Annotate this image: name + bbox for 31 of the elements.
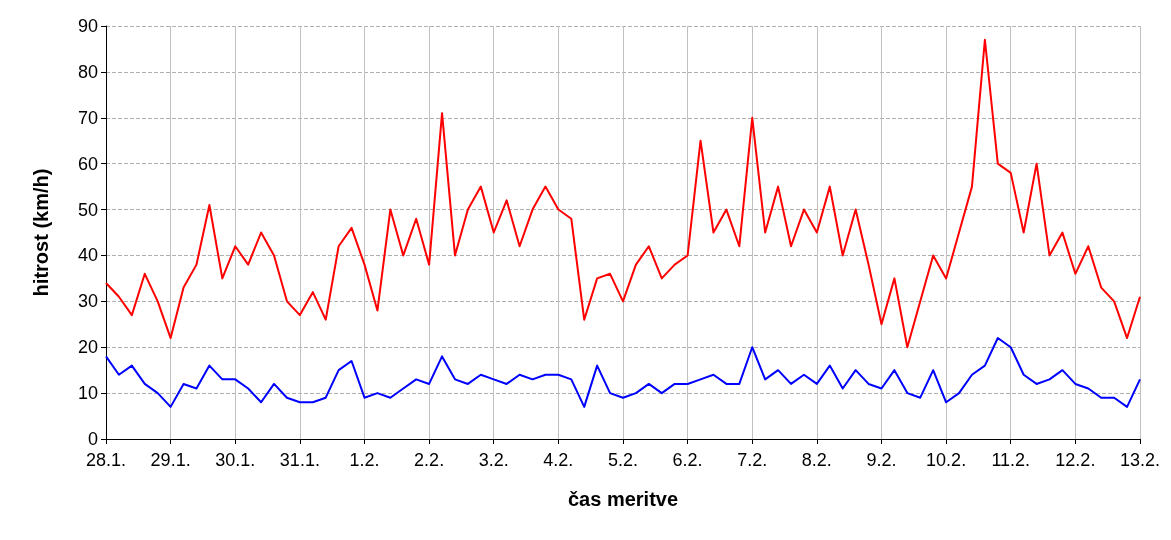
x-tick-label: 9.2. xyxy=(866,450,897,470)
y-axis-title: hitrost (km/h) xyxy=(30,168,52,297)
x-tick-label: 1.2. xyxy=(349,450,380,470)
x-tick-label: 29.1. xyxy=(150,450,191,470)
y-tick-label: 60 xyxy=(77,153,98,174)
x-tick-label: 28.1. xyxy=(85,450,127,470)
x-tick-label: 6.2. xyxy=(672,450,703,470)
x-tick-label: 3.2. xyxy=(478,450,509,470)
x-tick-label: 12.2. xyxy=(1055,450,1096,470)
x-tick-label: 13.2. xyxy=(1119,450,1161,470)
x-axis-title: čas meritve xyxy=(567,488,679,510)
line-series xyxy=(105,38,1141,349)
y-tick-label: 40 xyxy=(77,245,98,266)
x-tick-label: 5.2. xyxy=(607,450,639,470)
y-tick-label: 30 xyxy=(77,291,98,312)
y-tick-label: 0 xyxy=(87,429,98,449)
y-tick-label: 20 xyxy=(77,337,98,358)
y-tick-label: 10 xyxy=(77,383,98,404)
line-series xyxy=(105,337,1141,408)
y-tick-label: 50 xyxy=(77,199,98,220)
x-tick-label: 10.2. xyxy=(926,450,967,470)
x-tick-label: 4.2. xyxy=(543,450,574,470)
x-tick-label: 8.2. xyxy=(801,450,832,470)
x-tick-label: 31.1. xyxy=(279,450,320,470)
y-tick-label: 80 xyxy=(77,61,98,82)
x-tick-label: 11.2. xyxy=(991,450,1031,470)
x-tick-label: 30.1. xyxy=(215,450,256,470)
y-tick-label: 90 xyxy=(77,16,98,36)
x-tick-label: 7.2. xyxy=(737,450,768,470)
y-tick-label: 70 xyxy=(77,107,98,128)
x-tick-label: 2.2. xyxy=(414,450,445,470)
